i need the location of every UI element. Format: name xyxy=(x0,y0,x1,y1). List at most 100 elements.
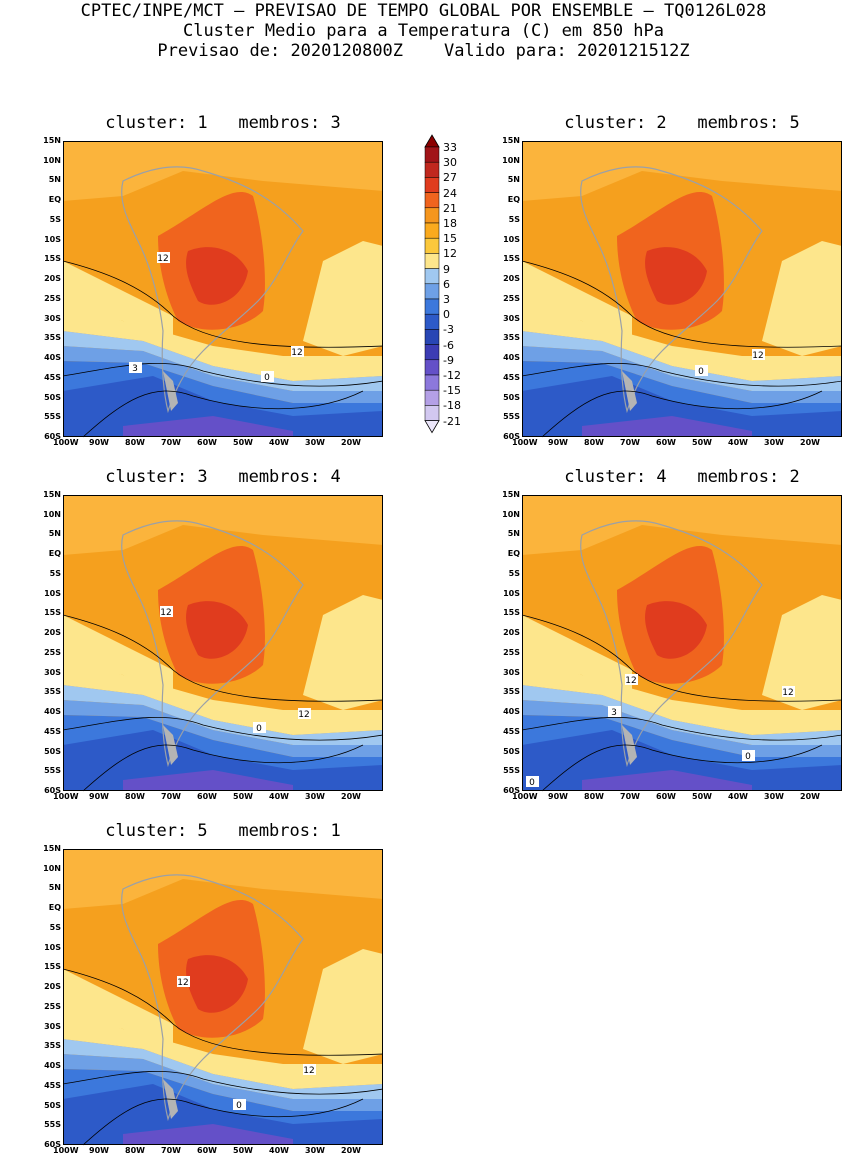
lat-tick-label: 5S xyxy=(49,568,61,578)
colorbar-label: -9 xyxy=(443,353,454,367)
lat-tick-label: 10S xyxy=(44,942,61,952)
lon-tick-label: 20W xyxy=(800,438,820,447)
colorbar-label: 9 xyxy=(443,262,450,276)
lon-tick-label: 30W xyxy=(305,792,325,801)
temperature-map: 12 0 12 xyxy=(62,495,384,792)
colorbar-label: 30 xyxy=(443,156,457,170)
colorbar-label: -15 xyxy=(443,384,461,398)
lat-tick-label: 5S xyxy=(508,568,520,578)
colorbar-label: -3 xyxy=(443,323,454,337)
lat-tick-label: 30S xyxy=(503,667,520,677)
lat-tick-label: 10S xyxy=(44,234,61,244)
lon-tick-label: 90W xyxy=(548,438,568,447)
lat-tick-label: 25S xyxy=(503,647,520,657)
panel-title: cluster: 4 membros: 2 xyxy=(564,467,800,487)
lat-tick-label: 50S xyxy=(44,746,61,756)
lat-tick-label: 40S xyxy=(503,353,520,363)
lat-tick-label: 55S xyxy=(503,766,520,776)
lat-tick-label: EQ xyxy=(507,195,520,205)
figure-title-line1: CPTEC/INPE/MCT – PREVISAO DE TEMPO GLOBA… xyxy=(80,1,767,21)
lon-tick-label: 20W xyxy=(800,792,820,801)
lat-tick-label: 45S xyxy=(44,1080,61,1090)
lon-tick-label: 80W xyxy=(125,438,145,447)
lat-tick-label: 10N xyxy=(43,863,61,873)
temperature-map: 12 3 0 12 xyxy=(62,141,384,438)
lat-tick-label: 35S xyxy=(44,333,61,343)
svg-text:12: 12 xyxy=(625,676,636,686)
contour-label: 0 xyxy=(695,365,708,377)
lat-tick-label: 40S xyxy=(44,353,61,363)
lat-tick-label: 35S xyxy=(503,687,520,697)
lat-tick-label: 20S xyxy=(44,628,61,638)
lat-tick-label: 50S xyxy=(503,392,520,402)
contour-label: 12 xyxy=(752,349,765,361)
contour-label: 12 xyxy=(291,346,304,358)
contour-label: 12 xyxy=(160,606,173,618)
contour-label: 12 xyxy=(625,674,638,686)
contour-label: 12 xyxy=(782,686,795,698)
svg-text:0: 0 xyxy=(698,367,704,377)
lat-tick-label: 30S xyxy=(44,1021,61,1031)
lon-tick-label: 50W xyxy=(233,1146,253,1155)
lon-tick-label: 90W xyxy=(89,1146,109,1155)
lat-tick-label: 30S xyxy=(44,313,61,323)
colorbar-label: 15 xyxy=(443,232,457,246)
contour-label: 12 xyxy=(298,708,311,720)
lon-tick-label: 70W xyxy=(620,792,640,801)
lat-tick-label: EQ xyxy=(48,195,61,205)
lat-tick-label: 55S xyxy=(44,412,61,422)
lat-tick-label: 5N xyxy=(48,175,61,185)
lon-tick-label: 40W xyxy=(269,438,289,447)
colorbar-label: 24 xyxy=(443,186,457,200)
lon-tick-label: 80W xyxy=(125,792,145,801)
lon-tick-label: 20W xyxy=(341,792,361,801)
lat-tick-label: 60S xyxy=(44,786,61,795)
lon-tick-label: 100W xyxy=(512,792,538,801)
lat-tick-label: 5N xyxy=(507,175,520,185)
lat-tick-label: 15N xyxy=(43,844,61,853)
lon-tick-label: 90W xyxy=(89,792,109,801)
contour-label: 3 xyxy=(129,362,142,374)
lon-tick-label: 100W xyxy=(53,792,79,801)
contour-label: 12 xyxy=(177,976,190,988)
lon-tick-label: 30W xyxy=(764,792,784,801)
lat-tick-label: 35S xyxy=(44,1041,61,1051)
colorbar-label: -12 xyxy=(443,369,461,382)
lat-tick-label: 5S xyxy=(49,214,61,224)
svg-text:3: 3 xyxy=(132,364,138,374)
lon-tick-label: 30W xyxy=(305,438,325,447)
lon-tick-label: 40W xyxy=(269,792,289,801)
contour-label: 0 xyxy=(253,722,266,734)
contour-label: 0 xyxy=(261,371,274,383)
colorbar-label: 12 xyxy=(443,247,457,261)
contour-label: 0 xyxy=(742,750,755,762)
colorbar-label: 0 xyxy=(443,308,450,322)
temperature-map: 12 3 12 0 0 xyxy=(521,495,843,792)
figure-title-line2: Cluster Medio para a Temperatura (C) em … xyxy=(182,21,665,41)
lon-tick-label: 40W xyxy=(269,1146,289,1155)
lat-tick-label: 30S xyxy=(44,667,61,677)
svg-text:12: 12 xyxy=(752,351,763,361)
lon-tick-label: 50W xyxy=(233,792,253,801)
lon-tick-label: 60W xyxy=(197,792,217,801)
lon-tick-label: 80W xyxy=(125,1146,145,1155)
lat-tick-label: 40S xyxy=(503,707,520,717)
contour-label: 0 xyxy=(526,776,539,788)
lat-tick-label: 5S xyxy=(508,214,520,224)
lat-tick-label: 30S xyxy=(503,313,520,323)
svg-text:0: 0 xyxy=(745,752,751,762)
lat-tick-label: 55S xyxy=(503,412,520,422)
panel-title: cluster: 2 membros: 5 xyxy=(564,113,800,133)
lat-tick-label: 15S xyxy=(44,962,61,972)
lon-tick-label: 100W xyxy=(53,1146,79,1155)
colorbar-label: 3 xyxy=(443,293,450,306)
lat-tick-label: 60S xyxy=(44,1140,61,1149)
svg-text:12: 12 xyxy=(291,348,302,358)
contour-label: 0 xyxy=(233,1099,246,1111)
lat-tick-label: 45S xyxy=(44,726,61,736)
lon-tick-label: 100W xyxy=(512,438,538,447)
lat-tick-label: 25S xyxy=(503,293,520,303)
lat-tick-label: 25S xyxy=(44,647,61,657)
lon-tick-label: 90W xyxy=(548,792,568,801)
lon-tick-label: 50W xyxy=(233,438,253,447)
